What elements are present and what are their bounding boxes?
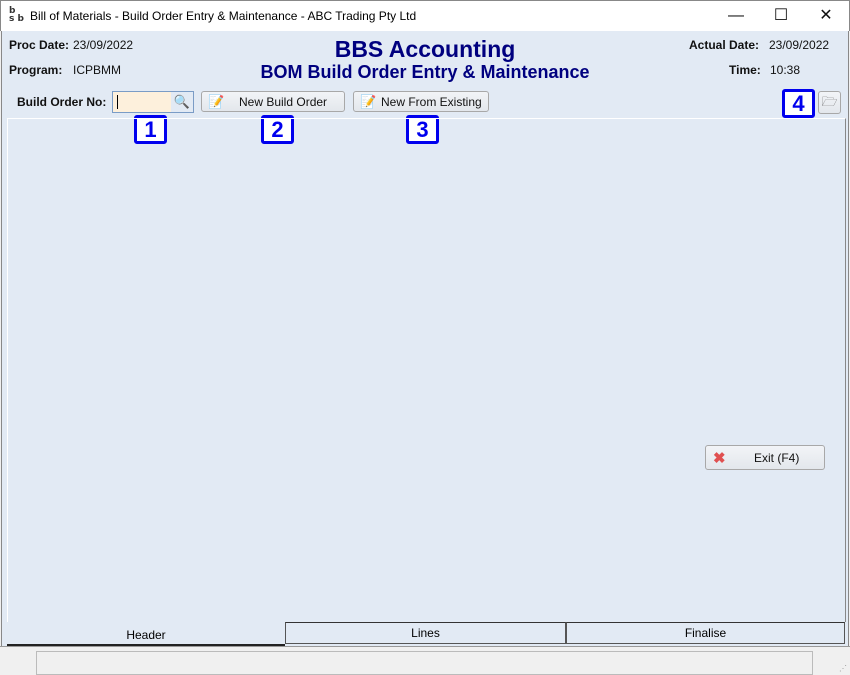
add-folder-button[interactable]: 🗁	[818, 91, 841, 114]
resize-grip-icon[interactable]: ⋰	[839, 664, 847, 673]
tab-finalise[interactable]: Finalise	[566, 622, 845, 644]
minimize-button[interactable]: —	[728, 7, 744, 24]
program-label: Program:	[9, 63, 63, 77]
edit-folder-icon: 📝	[360, 94, 377, 109]
callout-4: 4	[782, 89, 815, 118]
tab-header[interactable]: Header	[7, 622, 285, 646]
new-from-existing-label: New From Existing	[381, 95, 482, 109]
time-value: 10:38	[770, 63, 801, 77]
status-bar: ⋰	[0, 646, 850, 675]
new-build-order-button[interactable]: 📝 New Build Order	[201, 91, 345, 112]
time-label: Time:	[729, 63, 761, 77]
proc-date-value: 23/09/2022	[73, 38, 134, 52]
text-caret	[117, 95, 118, 109]
window-title: Bill of Materials - Build Order Entry & …	[30, 9, 417, 23]
tab-lines[interactable]: Lines	[285, 622, 566, 644]
new-from-existing-button[interactable]: 📝 New From Existing	[353, 91, 489, 112]
page-title: BOM Build Order Entry & Maintenance	[260, 62, 590, 82]
exit-button[interactable]: ✖ Exit (F4)	[705, 445, 825, 470]
callout-1: 1	[134, 115, 167, 144]
callout-3: 3	[406, 115, 439, 144]
actual-date-value: 23/09/2022	[769, 38, 830, 52]
close-button[interactable]: ✕	[819, 7, 833, 24]
app-title: BBS Accounting	[334, 36, 516, 62]
proc-date-label: Proc Date:	[9, 38, 70, 52]
exit-label: Exit (F4)	[754, 451, 800, 465]
new-build-order-label: New Build Order	[239, 95, 328, 109]
maximize-button[interactable]: ☐	[773, 7, 789, 24]
folder-add-icon: 🗁	[821, 94, 838, 109]
close-x-icon: ✖	[713, 450, 726, 467]
callout-2: 2	[261, 115, 294, 144]
search-icon[interactable]: 🔍	[171, 92, 193, 112]
header-tab-panel	[7, 118, 846, 622]
edit-folder-icon: 📝	[208, 94, 225, 109]
build-order-input[interactable]: 🔍	[112, 91, 194, 113]
program-value: ICPBMM	[73, 63, 121, 77]
status-pane	[36, 651, 813, 675]
build-order-label: Build Order No:	[17, 95, 107, 109]
actual-date-label: Actual Date:	[689, 38, 760, 52]
